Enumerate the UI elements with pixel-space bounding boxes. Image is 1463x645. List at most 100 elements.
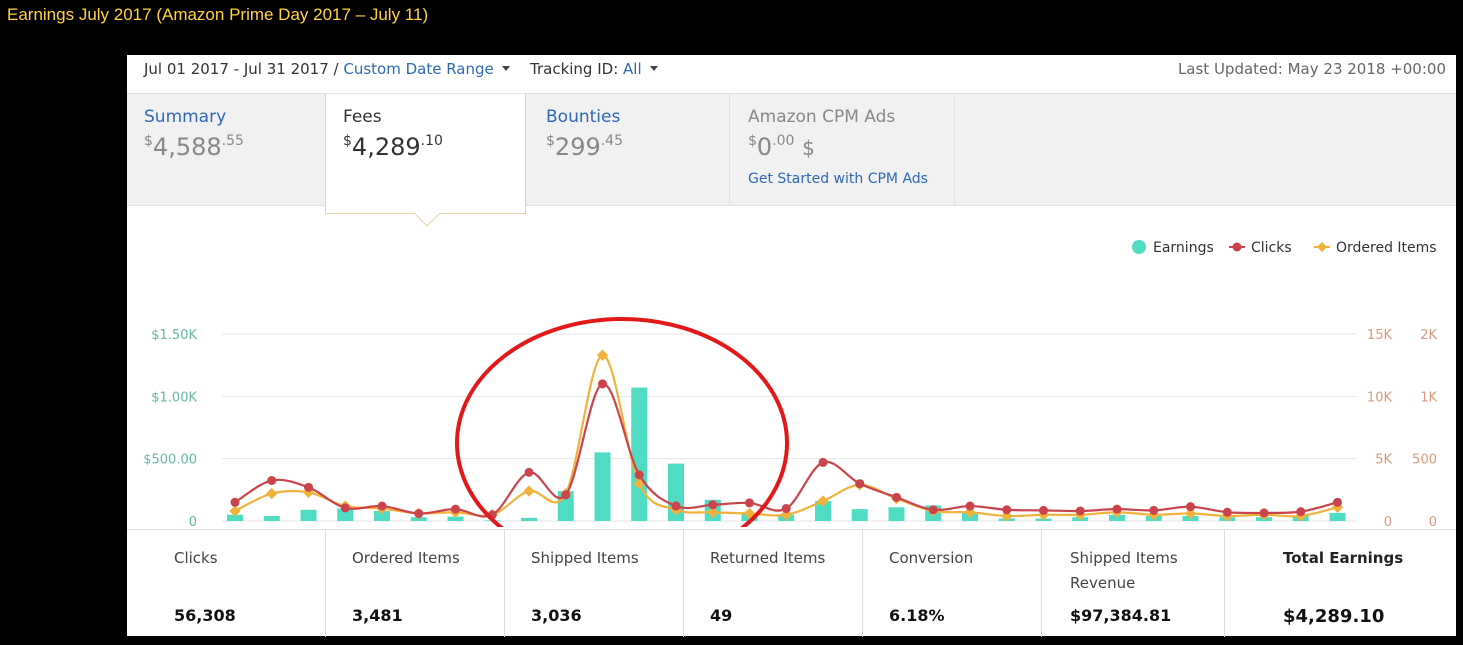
clicks-point bbox=[414, 509, 424, 519]
earnings-bar bbox=[888, 507, 905, 521]
earnings-bar bbox=[374, 511, 390, 521]
earnings-tabs: Summary $4,588.55 Fees $4,289.10 Bountie… bbox=[127, 93, 1456, 227]
tab-bounties-amount: $299.45 bbox=[546, 133, 623, 161]
clicks-point bbox=[561, 490, 571, 500]
metric-label: Returned Items bbox=[710, 549, 826, 567]
clicks-point bbox=[965, 501, 975, 511]
clicks-point bbox=[1002, 505, 1012, 515]
metric-label: Ordered Items bbox=[352, 549, 460, 567]
tab-summary[interactable]: Summary $4,588.55 bbox=[127, 94, 325, 206]
earnings-panel: Jul 01 2017 - Jul 31 2017 / Custom Date … bbox=[127, 55, 1456, 637]
clicks-point bbox=[855, 479, 865, 489]
clicks-point bbox=[1222, 507, 1232, 517]
chevron-down-icon[interactable] bbox=[501, 66, 510, 71]
tab-fees-label: Fees bbox=[343, 107, 382, 127]
tab-fees[interactable]: Fees $4,289.10 bbox=[325, 94, 526, 227]
metric-conversion: Conversion 6.18% bbox=[863, 530, 1042, 637]
tab-summary-label: Summary bbox=[144, 107, 227, 127]
clicks-point bbox=[634, 470, 644, 480]
clicks-point bbox=[1259, 508, 1269, 518]
clicks-point bbox=[267, 475, 277, 485]
clicks-point bbox=[340, 503, 350, 513]
metric-ordered-items: Ordered Items 3,481 bbox=[326, 530, 505, 637]
page-title: Earnings July 2017 (Amazon Prime Day 201… bbox=[7, 5, 429, 24]
y-left-tick-label: $1.50K bbox=[151, 328, 197, 343]
tracking-id-dropdown[interactable]: Tracking ID: All bbox=[530, 60, 658, 78]
metric-label: Shipped Items Revenue bbox=[1070, 549, 1178, 592]
y-right-clicks-tick-label: 10K bbox=[1367, 390, 1393, 405]
chevron-down-icon[interactable] bbox=[649, 66, 658, 71]
ordered-items-point bbox=[266, 487, 278, 500]
metric-shipped-items: Shipped Items 3,036 bbox=[505, 530, 684, 637]
metric-total-earnings: Total Earnings $4,289.10 bbox=[1225, 530, 1456, 637]
legend-ordered-marker bbox=[1317, 242, 1327, 252]
clicks-point bbox=[1296, 507, 1306, 517]
legend-clicks-marker bbox=[1232, 242, 1242, 252]
tracking-id-label: Tracking ID: bbox=[530, 60, 619, 78]
legend-label: Ordered Items bbox=[1336, 240, 1437, 256]
y-right-ordered-tick-label: 1K bbox=[1420, 390, 1437, 405]
clicks-point bbox=[451, 504, 460, 514]
earnings-bar bbox=[447, 516, 464, 521]
clicks-point bbox=[598, 379, 607, 389]
clicks-point bbox=[781, 504, 791, 514]
earnings-bar bbox=[227, 514, 243, 521]
clicks-point bbox=[1112, 504, 1122, 514]
prime-day-highlight-circle bbox=[455, 317, 789, 527]
metric-value: 56,308 bbox=[174, 606, 236, 625]
earnings-bar bbox=[1329, 512, 1346, 521]
clicks-point bbox=[377, 501, 387, 511]
ordered-items-point bbox=[1184, 507, 1197, 520]
clicks-point bbox=[1333, 497, 1342, 507]
metric-value: 3,036 bbox=[531, 606, 582, 625]
tab-fees-amount: $4,289.10 bbox=[343, 133, 443, 161]
ordered-items-point bbox=[817, 495, 829, 507]
earnings-bar bbox=[815, 501, 831, 521]
y-right-ordered-tick-label: 0 bbox=[1429, 515, 1437, 527]
tab-bounties-label: Bounties bbox=[546, 107, 621, 127]
y-right-clicks-tick-label: 15K bbox=[1367, 328, 1393, 343]
metric-value: $4,289.10 bbox=[1283, 606, 1385, 627]
metric-label: Total Earnings bbox=[1283, 549, 1404, 567]
clicks-point bbox=[892, 492, 901, 502]
metric-shipped-revenue: Shipped Items Revenue $97,384.81 bbox=[1042, 530, 1225, 637]
ordered-items-point bbox=[596, 349, 609, 361]
earnings-chart: 0$500.00$1.00K$1.50K05K10K15K05001K2K01 … bbox=[143, 240, 1437, 527]
earnings-bar bbox=[300, 509, 317, 521]
metric-returned-items: Returned Items 49 bbox=[684, 530, 863, 637]
metric-clicks: Clicks 56,308 bbox=[127, 530, 326, 637]
date-range[interactable]: Jul 01 2017 - Jul 31 2017 / Custom Date … bbox=[144, 60, 510, 78]
ordered-items-point bbox=[523, 485, 535, 497]
earnings-bar bbox=[263, 516, 280, 521]
earnings-bar bbox=[851, 509, 868, 521]
legend-label: Clicks bbox=[1251, 240, 1292, 256]
tracking-id-value[interactable]: All bbox=[623, 60, 642, 78]
clicks-point bbox=[1075, 506, 1085, 516]
clicks-point bbox=[1039, 505, 1048, 515]
tab-cpm-ads[interactable]: Amazon CPM Ads $0.00 $ Get Started with … bbox=[731, 94, 955, 206]
metric-value: 49 bbox=[710, 606, 733, 625]
get-started-cpm-link[interactable]: Get Started with CPM Ads bbox=[748, 171, 928, 187]
custom-date-range-link[interactable]: Custom Date Range bbox=[343, 60, 494, 78]
metric-label: Conversion bbox=[889, 549, 974, 567]
y-right-clicks-tick-label: 0 bbox=[1384, 515, 1392, 527]
metric-label: Shipped Items bbox=[531, 549, 639, 567]
tab-bounties[interactable]: Bounties $299.45 bbox=[529, 94, 730, 206]
clicks-point bbox=[1149, 505, 1159, 515]
y-right-ordered-tick-label: 500 bbox=[1412, 453, 1437, 468]
earnings-bar bbox=[631, 387, 648, 521]
tab-cpm-amount: $0.00 $ bbox=[748, 133, 815, 161]
clicks-point bbox=[745, 498, 754, 508]
metric-label: Clicks bbox=[174, 549, 218, 567]
date-range-text: Jul 01 2017 - Jul 31 2017 / bbox=[144, 60, 339, 78]
metrics-row: Clicks 56,308 Ordered Items 3,481 Shippe… bbox=[127, 529, 1456, 637]
tab-summary-amount: $4,588.55 bbox=[144, 133, 244, 161]
top-bar: Jul 01 2017 - Jul 31 2017 / Custom Date … bbox=[127, 55, 1456, 93]
clicks-point bbox=[928, 505, 938, 515]
clicks-point bbox=[1186, 502, 1195, 512]
tab-cpm-label: Amazon CPM Ads bbox=[748, 107, 896, 127]
legend-label: Earnings bbox=[1153, 240, 1214, 256]
metric-value: 6.18% bbox=[889, 606, 945, 625]
metric-value: $97,384.81 bbox=[1070, 606, 1172, 625]
legend-earnings-marker bbox=[1132, 240, 1146, 254]
